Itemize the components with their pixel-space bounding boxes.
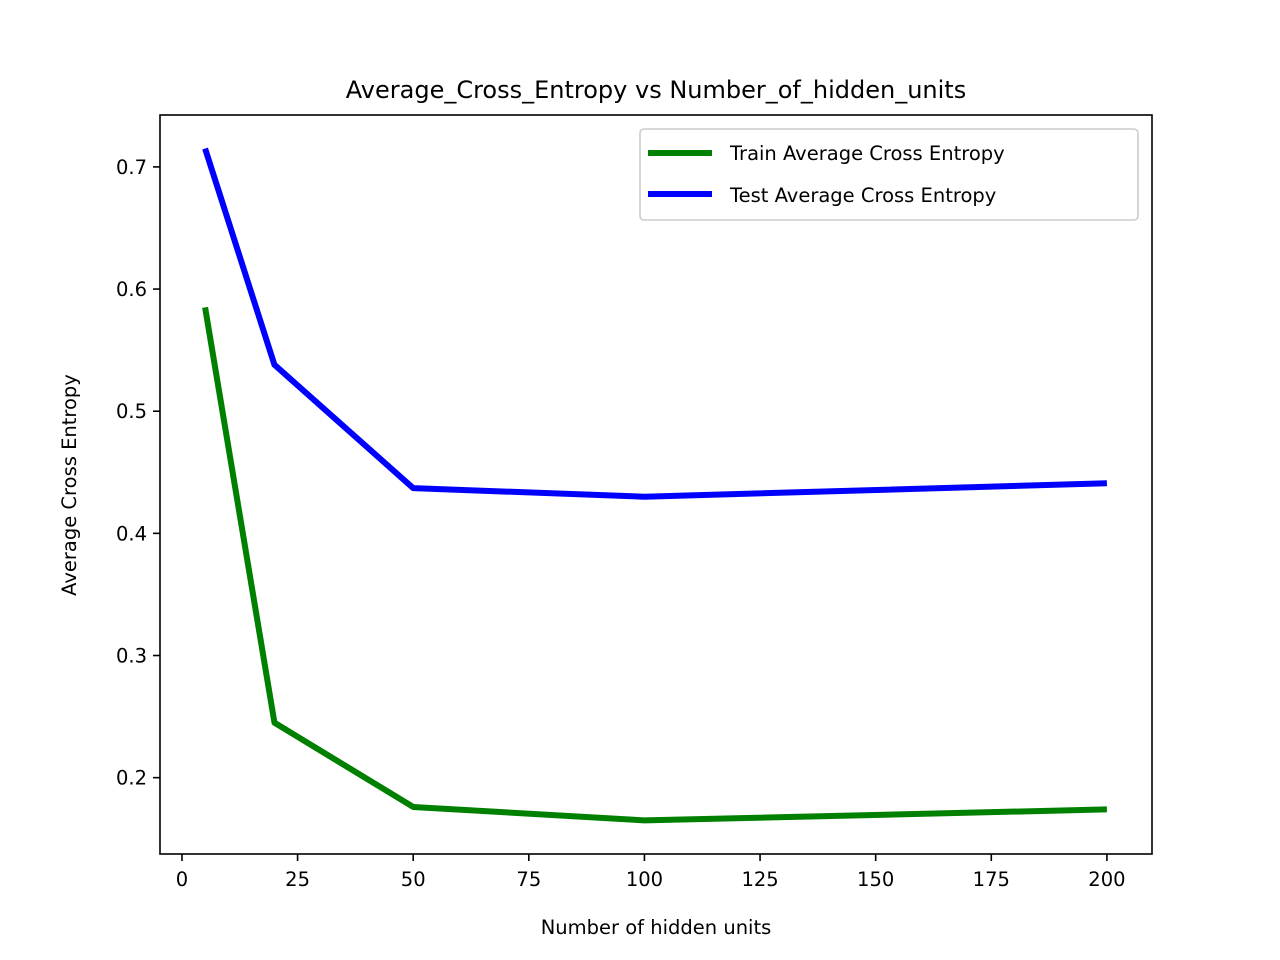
y-tick-label: 0.4: [116, 522, 147, 545]
x-tick-label: 125: [741, 868, 778, 891]
x-tick-label: 175: [973, 868, 1010, 891]
y-axis-label: Average Cross Entropy: [58, 374, 81, 596]
y-tick-label: 0.3: [116, 645, 147, 668]
x-axis-label: Number of hidden units: [541, 916, 772, 939]
series-line-train: [202, 306, 1107, 824]
x-axis-ticks: 0 25 50 75 100 125 150 175 200: [176, 854, 1126, 891]
x-tick-label: 25: [285, 868, 310, 891]
legend: Train Average Cross Entropy Test Average…: [639, 128, 1139, 221]
y-axis-ticks: 0.2 0.3 0.4 0.5 0.6 0.7: [116, 156, 160, 790]
x-tick-label: 100: [626, 868, 663, 891]
plot-lines: [202, 147, 1107, 824]
x-tick-label: 200: [1088, 868, 1125, 891]
x-tick-label: 50: [401, 868, 426, 891]
legend-box: [639, 128, 1139, 221]
x-tick-label: 0: [176, 868, 188, 891]
chart-title: Average_Cross_Entropy vs Number_of_hidde…: [346, 76, 966, 104]
y-tick-label: 0.2: [116, 767, 147, 790]
y-tick-label: 0.6: [116, 278, 147, 301]
plot-frame: [159, 114, 1153, 855]
y-tick-label: 0.7: [116, 156, 147, 179]
x-tick-label: 150: [857, 868, 894, 891]
x-tick-label: 75: [516, 868, 541, 891]
legend-label-train: Train Average Cross Entropy: [729, 142, 1005, 165]
legend-label-test: Test Average Cross Entropy: [729, 184, 996, 207]
series-line-test: [202, 147, 1107, 500]
y-tick-label: 0.5: [116, 400, 147, 423]
